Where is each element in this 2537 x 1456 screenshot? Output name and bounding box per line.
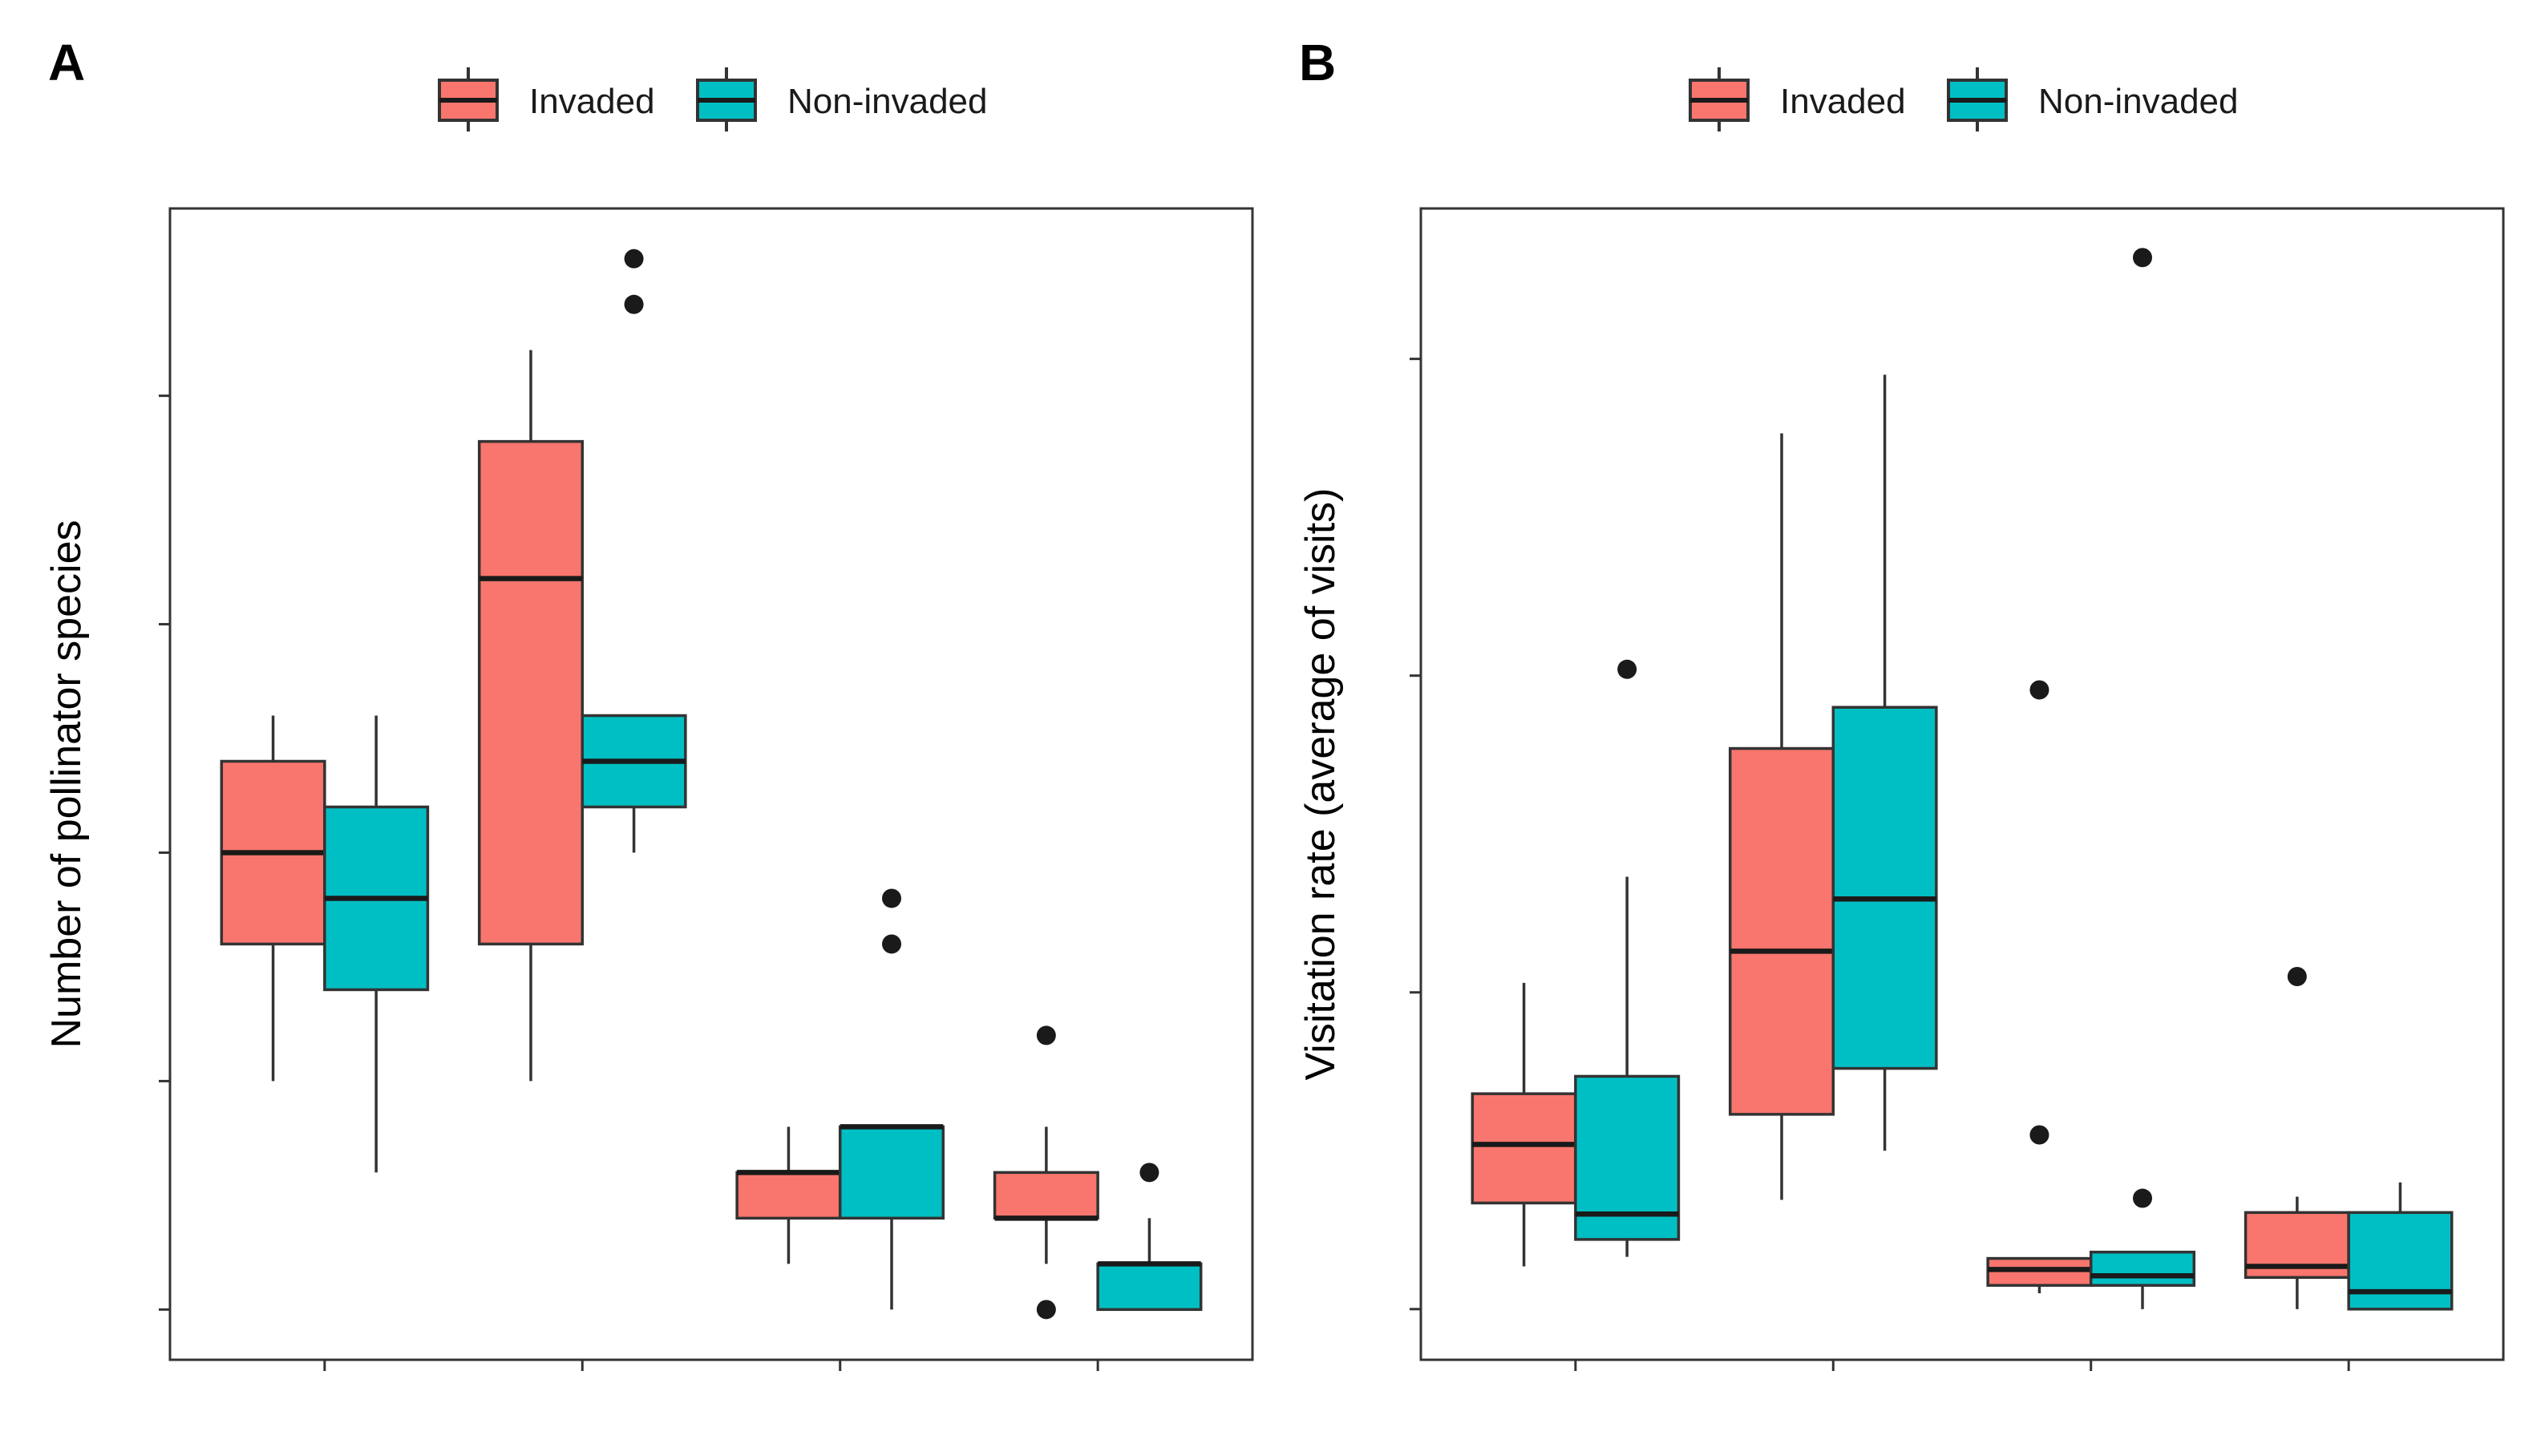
panel-a: A Invaded Non-invaded Number of pollinat… <box>43 34 1254 1371</box>
panel-b-non-invaded-diptera-outlier-0 <box>1617 659 1637 679</box>
panel-b-invaded-hymenoptera-iqr-rect <box>1728 746 1835 1116</box>
panel-a-legend-key-invaded <box>438 67 499 131</box>
panel-a-non-invaded-hymenoptera-outlier-0 <box>624 294 644 314</box>
panel-a-non-invaded-hymenoptera-outlier-1 <box>624 249 644 269</box>
panel-a-invaded-others-iqr-rect <box>993 1171 1099 1220</box>
panel-a-invaded-hymenoptera-box <box>477 350 585 1082</box>
panel-b-invaded-others-box <box>2244 966 2350 1309</box>
panel-b-invaded-others-outlier-0 <box>2287 966 2307 986</box>
panel-a-y-axis-title: Number of pollinator species <box>43 520 90 1049</box>
panel-a-invaded-lepidoptera-iqr-rect <box>735 1171 842 1220</box>
panel-a-non-invaded-others-outlier-0 <box>1139 1163 1159 1183</box>
panel-a-non-invaded-hymenoptera-box <box>581 249 687 853</box>
panel-a-non-invaded-lepidoptera-outlier-0 <box>882 934 901 954</box>
panel-a-plot-frame <box>168 207 1254 1361</box>
panel-b-legend-label-non-invaded: Non-invaded <box>2038 82 2239 121</box>
panel-a-invaded-lepidoptera-box <box>735 1126 842 1264</box>
panel-b-legend: Invaded Non-invaded <box>1689 67 2239 131</box>
panel-a-non-invaded-lepidoptera-box <box>838 888 945 1310</box>
panel-b-legend-key-invaded <box>1689 67 1750 131</box>
panel-a-non-invaded-lepidoptera-outlier-1 <box>882 888 901 908</box>
panel-b-plot <box>1410 248 2454 1371</box>
panel-b-invaded-hymenoptera-box <box>1728 433 1835 1200</box>
panel-b-legend-key-non-invaded <box>1947 67 2008 131</box>
panel-b-letter: B <box>1299 34 1336 91</box>
panel-b-non-invaded-lepidoptera-box <box>2089 248 2196 1309</box>
panel-a-non-invaded-lepidoptera-iqr-rect <box>838 1125 945 1220</box>
panel-a-non-invaded-diptera-box <box>323 715 430 1173</box>
panel-a-non-invaded-others-box <box>1096 1163 1203 1312</box>
panel-a-plot <box>159 249 1203 1371</box>
panel-b-legend-label-invaded: Invaded <box>1780 82 1906 121</box>
panel-a-legend-key-non-invaded <box>696 67 757 131</box>
panel-b-non-invaded-hymenoptera-box <box>1831 374 1938 1151</box>
panel-b-non-invaded-lepidoptera-iqr-rect <box>2089 1250 2196 1287</box>
panel-a-legend: Invaded Non-invaded <box>438 67 988 131</box>
panel-a-invaded-hymenoptera-iqr-rect <box>477 439 585 946</box>
panel-b-non-invaded-hymenoptera-iqr-rect <box>1831 706 1938 1070</box>
panel-b-non-invaded-lepidoptera-outlier-0 <box>2133 248 2152 268</box>
panel-a-letter: A <box>48 34 85 91</box>
panel-b-invaded-lepidoptera-outlier-1 <box>2029 1125 2049 1145</box>
panel-a-non-invaded-others-iqr-rect <box>1096 1262 1203 1312</box>
panel-b: B Invaded Non-invaded Visitation rate (a… <box>1297 34 2505 1371</box>
panel-b-non-invaded-others-box <box>2347 1182 2454 1311</box>
panel-b-invaded-diptera-box <box>1471 982 1577 1267</box>
panel-a-invaded-others-box <box>993 1025 1099 1320</box>
panel-a-invaded-others-outlier-0 <box>1036 1025 1056 1045</box>
panel-b-invaded-lepidoptera-outlier-0 <box>2029 680 2049 700</box>
panel-a-legend-label-invaded: Invaded <box>529 82 655 121</box>
panel-b-invaded-lepidoptera-box <box>1986 680 2093 1294</box>
panel-b-y-axis-title: Visitation rate (average of visits) <box>1297 488 1344 1081</box>
panel-b-invaded-diptera-iqr-rect <box>1471 1092 1577 1205</box>
panel-b-non-invaded-diptera-box <box>1574 659 1681 1257</box>
panel-a-invaded-others-outlier-1 <box>1036 1300 1056 1320</box>
panel-b-non-invaded-others-iqr-rect <box>2347 1211 2454 1311</box>
panel-a-legend-label-non-invaded: Non-invaded <box>787 82 988 121</box>
panel-b-non-invaded-lepidoptera-outlier-1 <box>2133 1188 2152 1208</box>
